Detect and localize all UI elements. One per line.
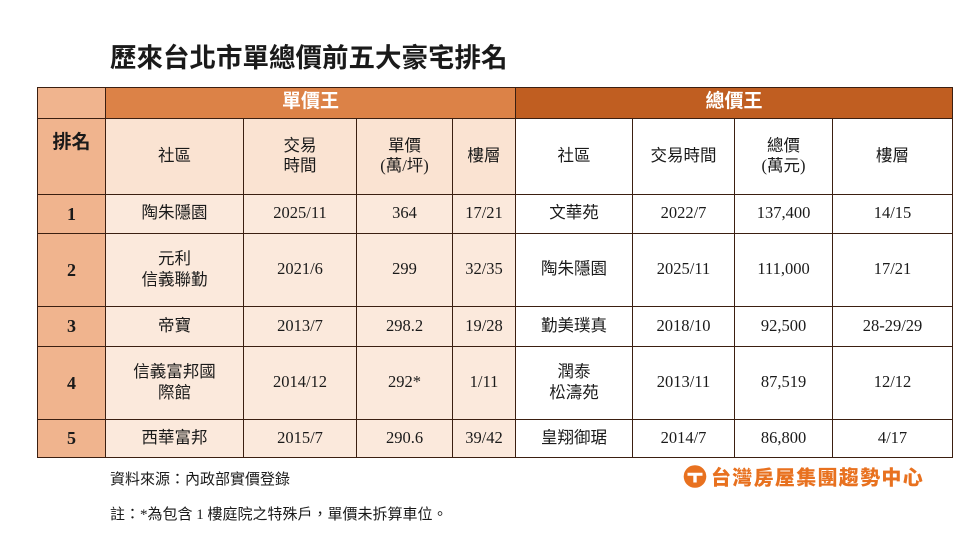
svg-text:台灣房屋集團趨勢中心: 台灣房屋集團趨勢中心 [711,463,924,491]
